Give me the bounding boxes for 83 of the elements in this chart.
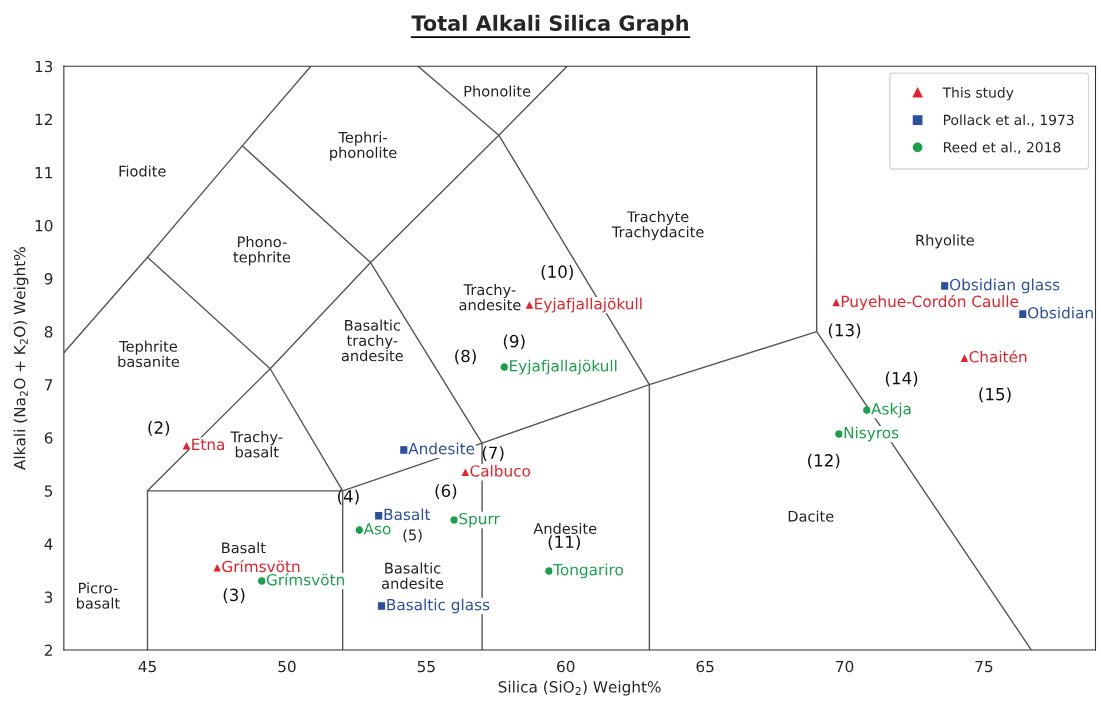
annotation: Basalt (222, 541, 266, 554)
annotation: Basaltic trachy- andesite (341, 319, 403, 362)
annotation: (3) (223, 588, 245, 604)
point (545, 567, 553, 575)
y-tick-label: 8 (44, 326, 53, 338)
data-label: Grímsvötn (266, 573, 344, 586)
x-tick-label: 60 (557, 660, 575, 673)
x-tick-label: 70 (836, 660, 854, 673)
data-label: Spurr (459, 512, 500, 528)
point (525, 301, 534, 309)
x-tick-label: 50 (278, 660, 296, 673)
annotation: (13) (828, 323, 861, 339)
y-tick-label: 4 (44, 538, 53, 550)
chart-title: Total Alkali Silica Graph (411, 14, 688, 35)
x-tick-label: 65 (696, 660, 714, 673)
point (355, 526, 364, 534)
y-tick-label: 11 (35, 167, 53, 179)
data-label: Obsidian (1028, 306, 1093, 319)
point (258, 577, 266, 585)
annotation: Picro- basalt (76, 582, 120, 609)
point (832, 298, 840, 307)
annotation: Tephri- phonolite (330, 131, 397, 161)
data-label: Aso (363, 523, 391, 535)
annotation: Tephrite basanite (118, 340, 180, 368)
annotation: (14) (885, 371, 918, 387)
annotation: Basaltic andesite (382, 562, 444, 589)
point (500, 363, 509, 371)
point (863, 406, 871, 414)
y-tick-label: 6 (44, 432, 53, 444)
data-label: Nisyros (844, 426, 899, 442)
y-tick-label: 5 (44, 485, 53, 497)
annotation: (6) (435, 484, 457, 500)
data-label: Askja (871, 402, 911, 418)
data-label: Eyjafjallajökull (535, 297, 642, 313)
point (182, 441, 191, 450)
y-tick-label: 7 (44, 379, 53, 391)
data-label: Chaitén (969, 350, 1027, 363)
x-tick-label: 75 (975, 660, 993, 673)
legend-label: This study (942, 87, 1014, 101)
y-tick-label: 3 (44, 591, 53, 603)
annotation: Rhyolite (916, 234, 974, 249)
data-label: Eyjafjallajökull (510, 359, 617, 375)
annotation: (15) (979, 387, 1011, 403)
annotation: (10) (541, 265, 573, 280)
point (461, 468, 470, 477)
y-axis-title: Alkali (Na$_{2}$O + K$_{2}$O) Weight% (13, 247, 29, 470)
data-label: Andesite (408, 442, 475, 455)
y-tick-label: 10 (35, 219, 53, 232)
data-label: Etna (192, 438, 225, 451)
legend-label: Reed et al., 2018 (943, 141, 1061, 154)
annotation: Trachy- basalt (230, 431, 283, 458)
annotation: (2) (148, 421, 170, 436)
legend-label: Pollack et al., 1973 (943, 114, 1074, 127)
annotation: (11) (548, 535, 580, 550)
y-tick-label: 2 (44, 644, 52, 656)
point (450, 516, 459, 524)
annotation: (8) (455, 349, 476, 365)
x-tick-label: 55 (417, 660, 435, 673)
annotation: (9) (503, 334, 525, 350)
annotation: (12) (808, 453, 840, 469)
point (835, 430, 843, 438)
point (213, 563, 222, 572)
data-label: Grímsvötn (222, 559, 300, 573)
annotation: Dacite (788, 510, 834, 522)
data-label: Basalt (384, 508, 431, 521)
annotation: Trachyte Trachydacite (611, 210, 704, 241)
y-tick-label: 12 (35, 113, 52, 126)
annotation: Fiodite (119, 165, 166, 177)
y-tick-label: 13 (35, 60, 53, 73)
annotation: Phono- tephrite (233, 236, 291, 266)
data-label: Tongariro (553, 563, 623, 579)
data-label: Basaltic glass (387, 598, 490, 614)
x-tick-label: 45 (138, 660, 156, 673)
annotation: (5) (403, 529, 422, 543)
annotation: Andesite (533, 522, 597, 535)
annotation: Phonolite (464, 85, 531, 97)
data-label: Calbuco (470, 464, 531, 477)
annotation: Trachy- andesite (459, 283, 521, 311)
point (960, 354, 969, 362)
x-axis-title: Silica (SiO$_{2}$) Weight% (498, 680, 661, 696)
data-label: Obsidian glass (949, 278, 1060, 294)
data-label: Puyehue-Cordón Caulle (841, 294, 1019, 311)
y-tick-label: 9 (44, 272, 53, 285)
